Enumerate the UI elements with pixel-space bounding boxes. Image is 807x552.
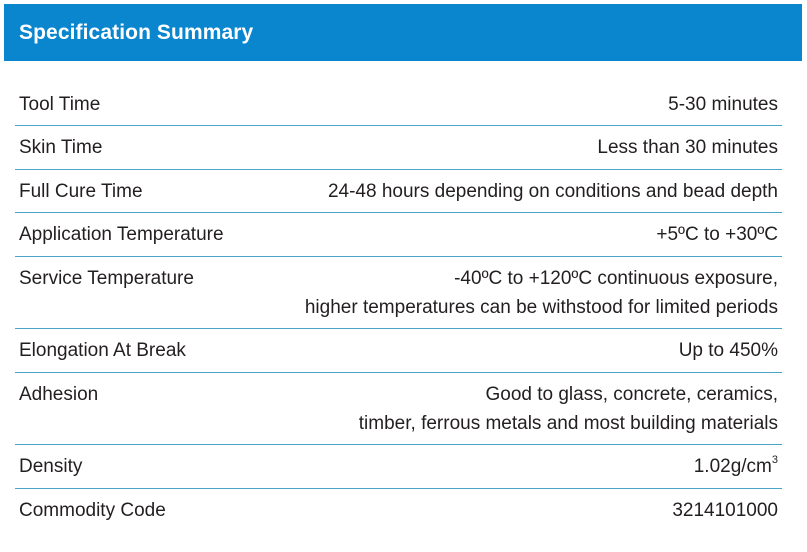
spec-label: Density (19, 456, 83, 477)
spec-value: -40ºC to +120ºC continuous exposure, hig… (304, 267, 778, 318)
spec-row-service-temperature: Service Temperature -40ºC to +120ºC cont… (15, 257, 782, 329)
spec-row-adhesion: Adhesion Good to glass, concrete, cerami… (15, 373, 782, 445)
spec-label: Application Temperature (19, 224, 224, 245)
spec-label: Adhesion (19, 383, 99, 405)
spec-value: 1.02g/cm3 (693, 453, 778, 477)
spec-value: Less than 30 minutes (597, 137, 778, 158)
spec-value: Up to 450% (678, 340, 778, 361)
spec-value: 5-30 minutes (668, 94, 778, 115)
spec-value: 24-48 hours depending on conditions and … (327, 180, 778, 202)
spec-row-skin-time: Skin Time Less than 30 minutes (15, 126, 782, 170)
spec-label: Service Temperature (19, 267, 194, 289)
spec-label: Full Cure Time (19, 180, 143, 202)
spec-row-density: Density 1.02g/cm3 (15, 445, 782, 489)
spec-row-full-cure-time: Full Cure Time 24-48 hours depending on … (15, 170, 782, 213)
header-bar: Specification Summary (4, 4, 802, 61)
spec-value: +5ºC to +30ºC (656, 224, 778, 245)
spec-row-commodity-code: Commodity Code 3214101000 (15, 489, 782, 533)
header-title: Specification Summary (19, 20, 254, 44)
spec-row-tool-time: Tool Time 5-30 minutes (15, 84, 782, 126)
spec-label: Tool Time (19, 94, 101, 115)
spec-value: 3214101000 (672, 499, 778, 521)
spec-label: Commodity Code (19, 499, 166, 521)
spec-row-application-temperature: Application Temperature +5ºC to +30ºC (15, 213, 782, 257)
spec-value: Good to glass, concrete, ceramics, timbe… (358, 383, 778, 434)
superscript-exponent: 3 (771, 453, 778, 466)
specification-card: Specification Summary Tool Time 5-30 min… (4, 4, 802, 545)
spec-label: Elongation At Break (19, 340, 186, 361)
spec-table: Tool Time 5-30 minutes Skin Time Less th… (15, 84, 782, 533)
spec-row-elongation-at-break: Elongation At Break Up to 450% (15, 329, 782, 373)
spec-label: Skin Time (19, 137, 103, 158)
